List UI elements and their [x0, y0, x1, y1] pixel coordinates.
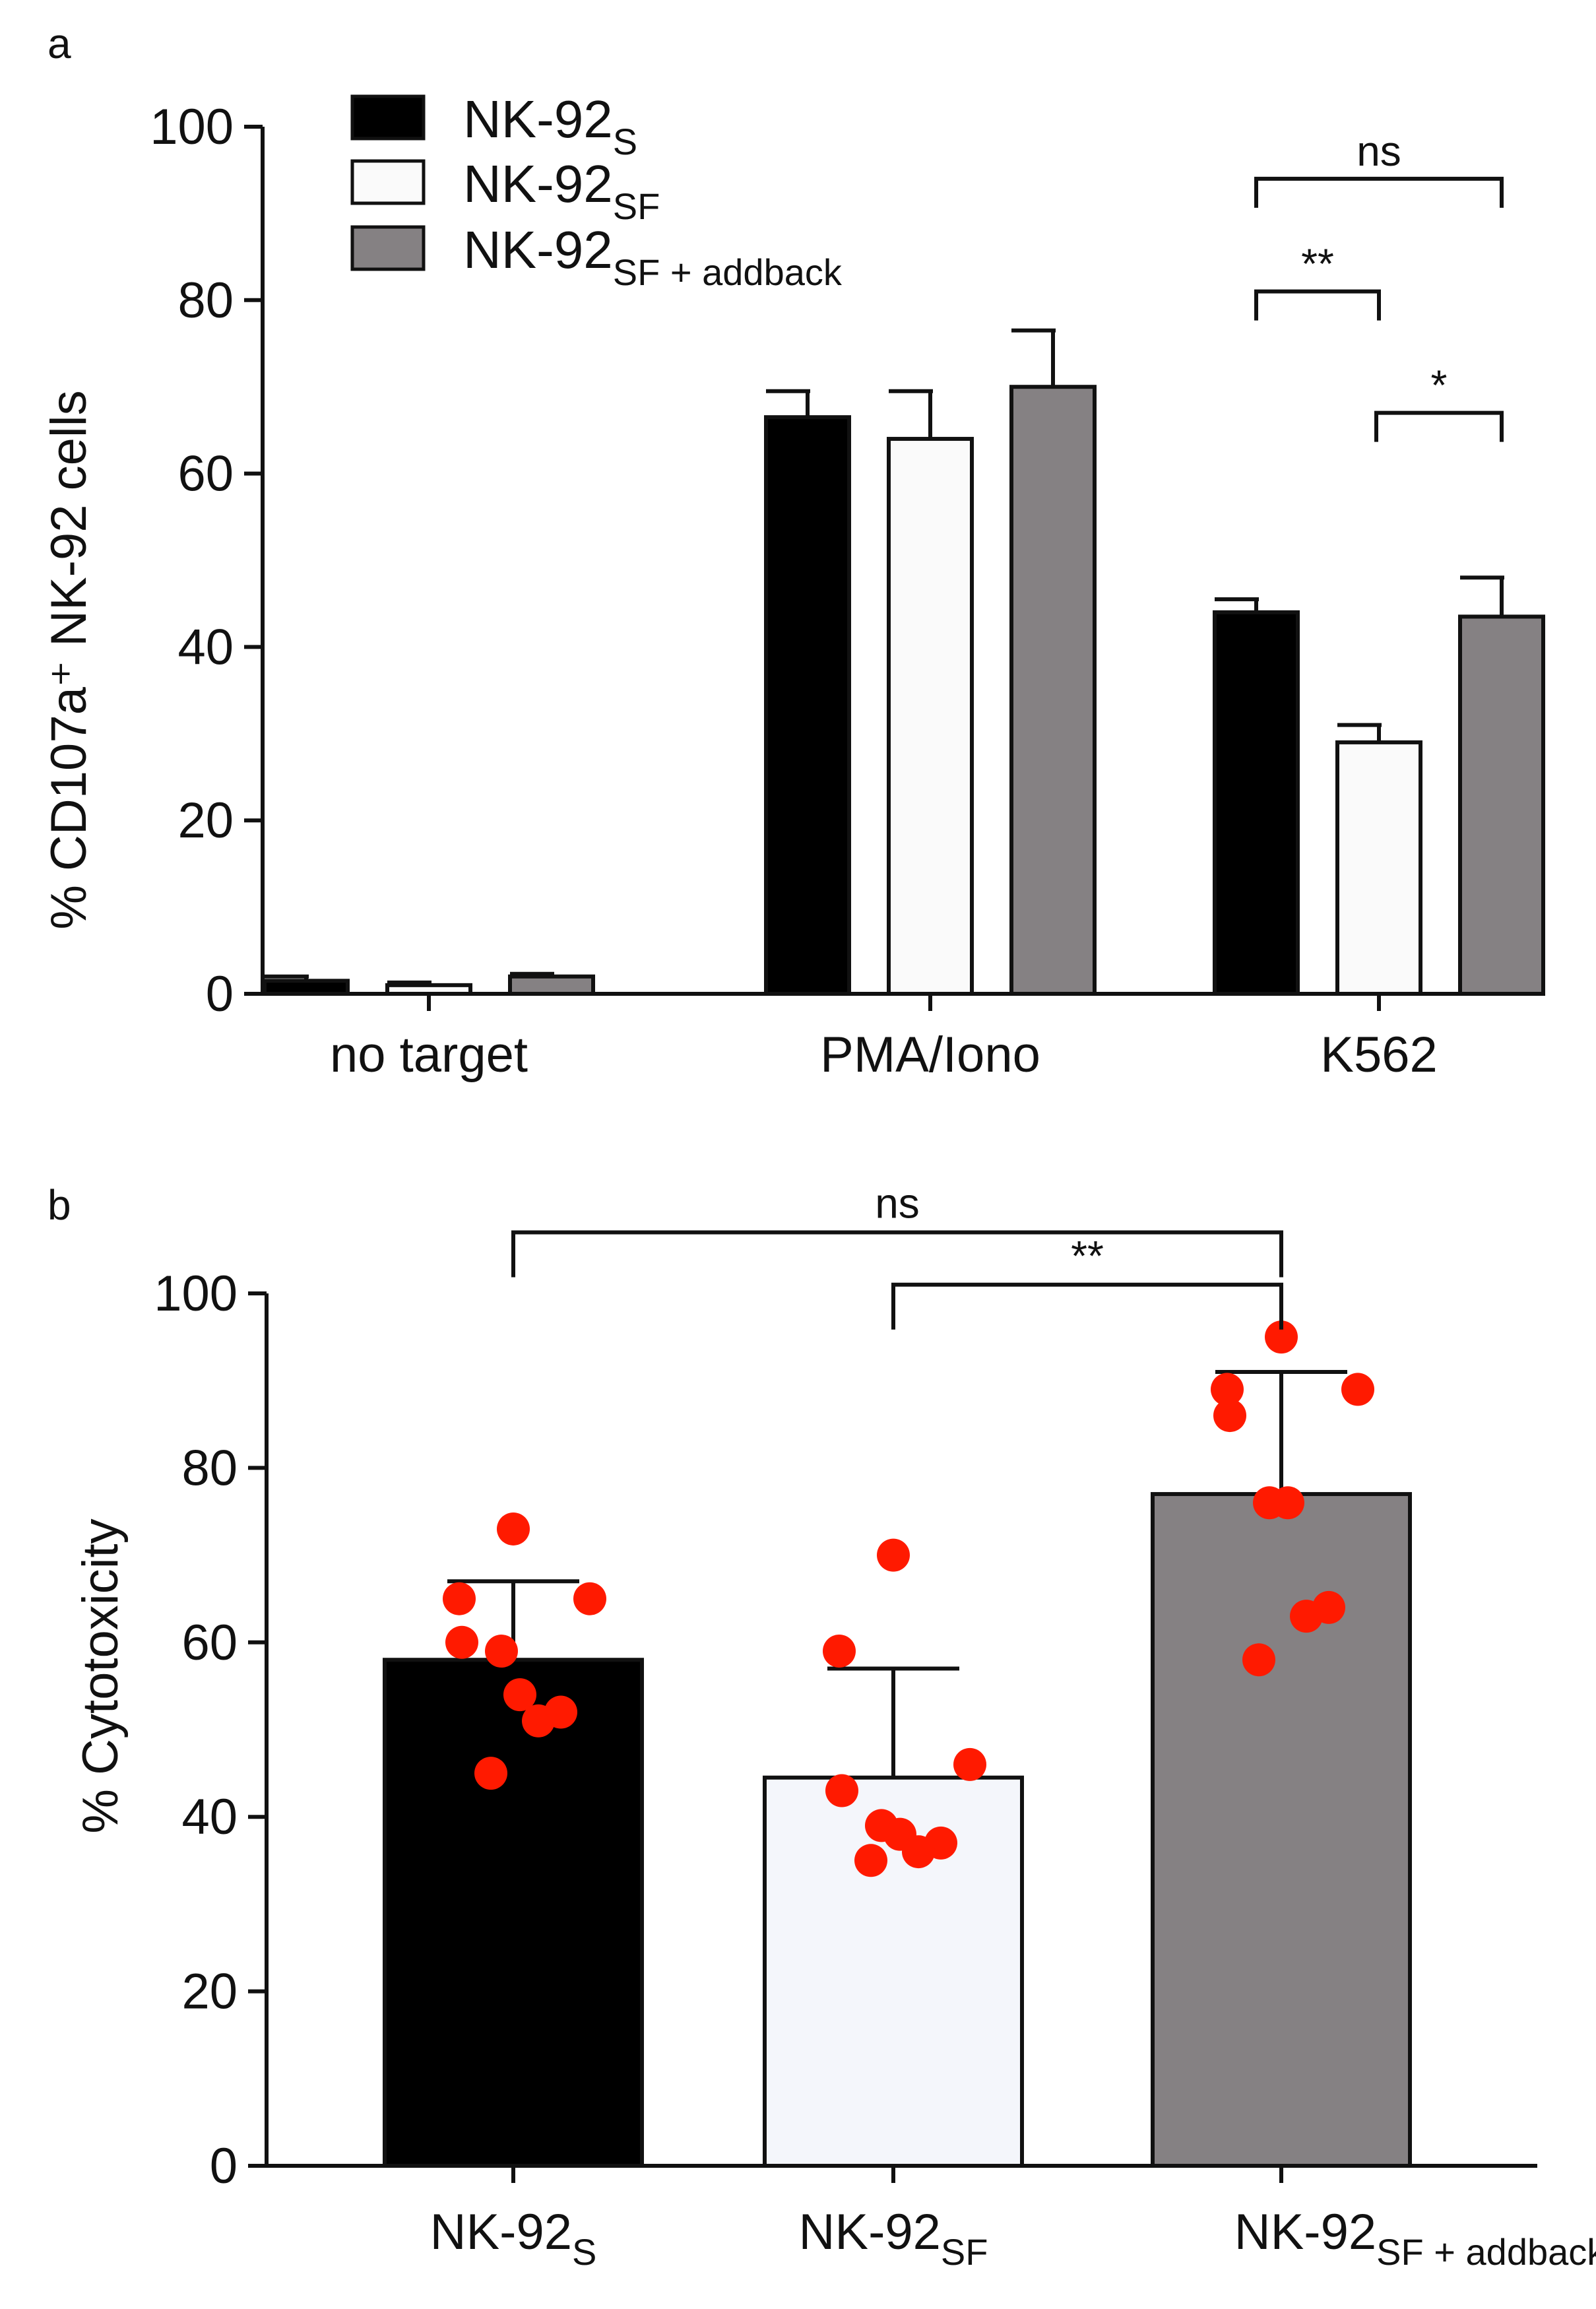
- legend-swatch-s: [350, 94, 426, 141]
- panel-b-data-point: [522, 1704, 555, 1738]
- panel-b-label: b: [48, 1181, 71, 1229]
- panel-b-y-tick-label: 100: [154, 1266, 238, 1322]
- panel-b-data-point: [953, 1747, 986, 1781]
- panel-b-y-ticks: 0 20 40 60 80 100: [154, 1266, 267, 2194]
- panel-b-category-label: NK-92S: [430, 2204, 597, 2273]
- panel-b-data-point: [1242, 1643, 1275, 1677]
- panel-a-bar: [764, 415, 851, 996]
- panel-b-data-point: [485, 1635, 518, 1668]
- legend-swatch-addback: [350, 225, 426, 271]
- panel-b-bar: [383, 1658, 644, 2168]
- panel-b-data-point: [902, 1835, 935, 1869]
- panel-b: b % Cytotoxicity 0 20 40 60 80 100 ns ** NK-92…: [48, 1179, 1596, 2273]
- panel-a-y-tick-label: 60: [177, 446, 234, 502]
- panel-b-data-point: [497, 1512, 530, 1545]
- panel-b-data-point: [825, 1774, 858, 1807]
- panel-b-data-point: [474, 1757, 507, 1790]
- panel-b-data-point: [443, 1582, 476, 1615]
- panel-a-significance-label: ns: [1357, 127, 1401, 175]
- panel-b-data-point: [877, 1538, 910, 1572]
- legend-label-addback: NK-92SF + addback: [463, 220, 843, 293]
- panel-b-y-tick-label: 0: [210, 2138, 238, 2194]
- panel-b-category-name: NK-92: [430, 2204, 572, 2260]
- panel-a-category-label: PMA/Iono: [820, 1027, 1040, 1083]
- panel-a-bar: [508, 974, 595, 996]
- panel-b-data-point: [573, 1582, 606, 1615]
- panel-a-y-ticks: 0 20 40 60 80 100: [150, 99, 263, 1022]
- panel-a-y-tick-label: 80: [177, 273, 234, 329]
- panel-b-data-point: [1213, 1399, 1246, 1433]
- panel-a-y-tick-label: 0: [206, 966, 234, 1022]
- panel-b-significance-label: **: [1071, 1232, 1104, 1280]
- panel-a-significance-bracket: [1254, 176, 1504, 208]
- panel-b-y-tick-label: 80: [181, 1440, 238, 1496]
- panel-a: a % CD107a⁺ NK-92 cells 0 20 40 60 80 100 ns *…: [41, 20, 1545, 1083]
- panel-a-y-tick-label: 20: [177, 793, 234, 849]
- panel-b-category-name: NK-92: [1234, 2204, 1376, 2260]
- panel-b-data-point: [854, 1844, 887, 1877]
- panel-b-data-point: [1290, 1600, 1323, 1633]
- panel-a-legend: NK-92S NK-92SF NK-92SF + addback: [350, 90, 843, 293]
- panel-b-category-subscript: SF + addback: [1376, 2231, 1596, 2273]
- panel-a-y-tick-label: 40: [177, 619, 234, 675]
- panel-b-y-tick-label: 40: [181, 1789, 238, 1845]
- panel-a-category-label: K562: [1320, 1027, 1438, 1083]
- legend-label-s: NK-92S: [463, 90, 637, 162]
- panel-a-bar: [1009, 385, 1097, 996]
- panel-a-significance-bracket: [1254, 289, 1381, 321]
- panel-b-data-point: [445, 1625, 478, 1659]
- panel-a-bars: [263, 328, 1545, 996]
- panel-b-significance-bracket: [511, 1230, 1283, 1278]
- panel-b-y-tick-label: 60: [181, 1615, 238, 1671]
- panel-a-categories: no target PMA/Iono K562: [330, 994, 1438, 1083]
- panel-b-category-subscript: SF: [941, 2231, 988, 2273]
- panel-a-significance: ns***: [1254, 127, 1504, 442]
- panel-b-data-point: [1265, 1320, 1298, 1354]
- panel-b-significance-label: ns: [875, 1179, 920, 1227]
- panel-b-category-subscript: S: [572, 2231, 596, 2273]
- legend-swatch-sf: [350, 159, 426, 205]
- panel-b-data-point: [1341, 1373, 1374, 1406]
- panel-b-bar: [1151, 1492, 1412, 2168]
- panel-b-category-label: NK-92SF + addback: [1234, 2204, 1596, 2273]
- panel-a-significance-label: *: [1431, 362, 1448, 409]
- panel-b-categories: NK-92S NK-92SF NK-92SF + addback: [430, 2166, 1596, 2273]
- panel-b-bars: [383, 1369, 1412, 2168]
- panel-b-category-label: NK-92SF: [799, 2204, 988, 2273]
- panel-a-bar: [1335, 740, 1422, 996]
- panel-b-data-point: [503, 1678, 536, 1712]
- panel-a-bar: [887, 437, 974, 996]
- panel-a-significance-bracket: [1374, 410, 1504, 442]
- panel-a-category-label: no target: [330, 1027, 528, 1083]
- panel-b-significance: ns **: [511, 1179, 1283, 1330]
- panel-a-label: a: [48, 20, 71, 67]
- panel-b-data-point: [1271, 1486, 1304, 1520]
- panel-b-data-point: [823, 1635, 856, 1668]
- panel-a-bar: [1458, 614, 1545, 996]
- panel-a-significance-label: **: [1301, 240, 1334, 288]
- panel-b-significance-bracket: [891, 1282, 1283, 1330]
- panel-a-y-tick-label: 100: [150, 99, 234, 155]
- panel-a-y-axis-label: % CD107a⁺ NK-92 cells: [41, 390, 97, 929]
- panel-b-points: [443, 1320, 1374, 1877]
- legend-label-sf: NK-92SF: [463, 154, 660, 227]
- panel-b-y-axis-label: % Cytotoxicity: [73, 1518, 129, 1833]
- panel-b-data-point: [1211, 1373, 1244, 1406]
- panel-a-bar: [1213, 610, 1300, 996]
- panel-b-y-tick-label: 20: [181, 1964, 238, 2020]
- panel-b-category-name: NK-92: [799, 2204, 941, 2260]
